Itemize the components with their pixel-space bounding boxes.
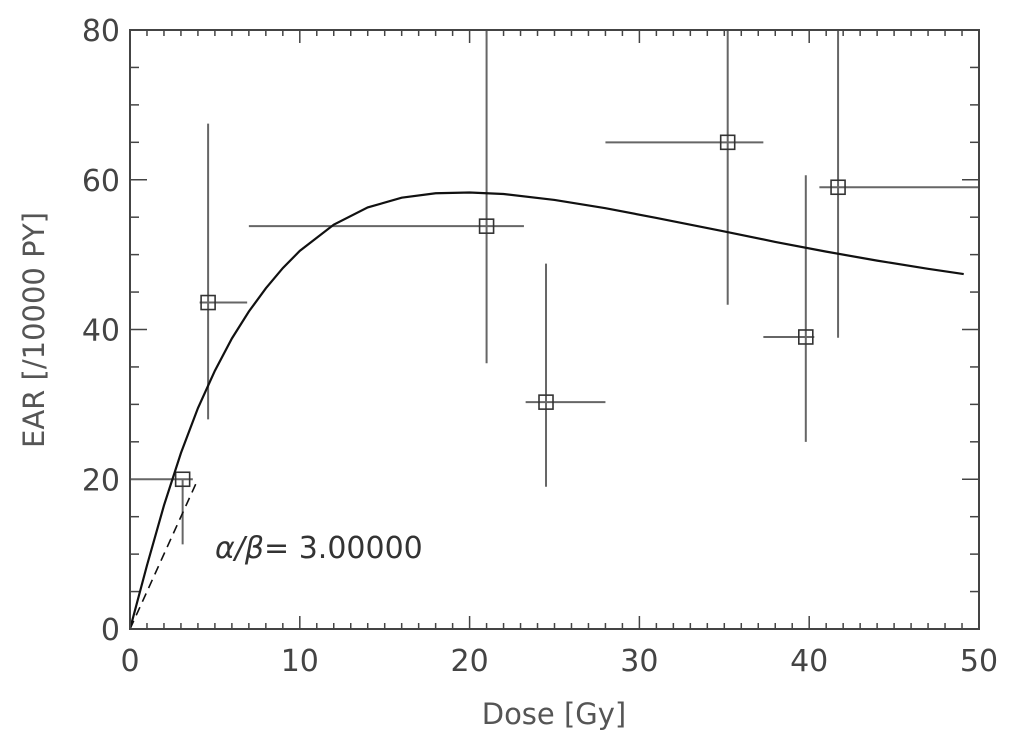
- square-marker: [830, 179, 846, 196]
- data-point: [199, 123, 248, 420]
- square-marker: [478, 218, 495, 234]
- annotation-text: α/β= 3.00000: [215, 531, 423, 566]
- y-tick-label: 60: [82, 164, 120, 199]
- alpha-beta-annotation: α/β= 3.00000: [215, 531, 423, 566]
- data-point: [605, 30, 764, 305]
- square-marker: [538, 394, 554, 410]
- data-point: [248, 30, 524, 364]
- x-tick-label: 30: [620, 644, 658, 679]
- fit-curve: [128, 191, 964, 630]
- y-tick-label: 20: [82, 463, 120, 498]
- y-axis-title: EAR [/10000 PY]: [17, 212, 51, 448]
- square-marker: [798, 329, 814, 345]
- x-tick-label: 20: [451, 644, 489, 679]
- x-tick-label: 0: [120, 644, 139, 679]
- data-point: [130, 471, 193, 545]
- y-tick-label: 40: [82, 314, 120, 349]
- data-point: [819, 30, 979, 338]
- y-tick-label: 80: [82, 14, 120, 49]
- square-marker: [200, 294, 216, 311]
- data-point: [763, 175, 815, 442]
- plot-content: [128, 30, 979, 630]
- data-point: [525, 263, 606, 487]
- x-tick-label: 50: [960, 644, 998, 679]
- y-tick-label: 0: [101, 613, 120, 648]
- x-tick-label: 40: [790, 644, 828, 679]
- square-marker: [174, 471, 191, 488]
- x-axis-title: Dose [Gy]: [482, 697, 627, 731]
- dashed-line: [129, 478, 199, 630]
- axis-tick-labels: 0 10 20 30 40 50 0 20 40 60 80: [82, 14, 998, 679]
- square-marker: [719, 134, 736, 151]
- plot-frame: [129, 29, 980, 630]
- x-tick-label: 10: [281, 644, 319, 679]
